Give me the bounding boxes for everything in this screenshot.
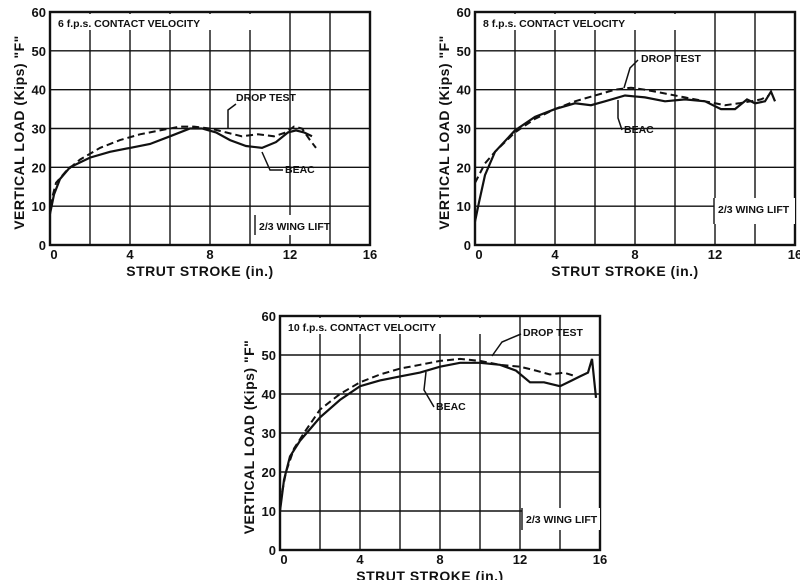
title-background (479, 14, 699, 30)
chart-6fps: 6 f.p.s. CONTACT VELOCITY 2/3 WING LIFT 0 4… (11, 5, 377, 279)
y-tick-label: 20 (262, 465, 276, 480)
y-tick-label: 10 (262, 504, 276, 519)
x-tick-label: 4 (126, 247, 134, 262)
series-line-drop-test (474, 86, 770, 184)
series-label-drop-test: DROP TEST (236, 92, 296, 104)
y-tick-label: 0 (39, 238, 46, 253)
y-tick-label: 40 (32, 83, 46, 98)
y-tick-label: 30 (262, 426, 276, 441)
series-label-beac: BEAC (624, 124, 654, 136)
x-tick-label: 4 (356, 552, 364, 567)
x-tick-label: 4 (551, 247, 559, 262)
wing-lift-annotation: 2/3 WING LIFT (259, 221, 331, 233)
leader-line (261, 151, 283, 171)
x-tick-label: 0 (50, 247, 57, 262)
series-line-drop-test (49, 125, 317, 207)
chart-title: 6 f.p.s. CONTACT VELOCITY (58, 18, 200, 30)
x-tick-label: 12 (513, 552, 527, 567)
plot-frame (278, 314, 602, 552)
y-tick-label: 50 (457, 44, 471, 59)
y-tick-label: 30 (32, 122, 46, 137)
y-tick-label: 60 (32, 5, 46, 20)
x-tick-label: 8 (206, 247, 213, 262)
series-line-beac (473, 89, 777, 222)
leader-line (617, 100, 623, 131)
wing-lift-box (714, 198, 795, 224)
series-label-beac: BEAC (436, 401, 466, 413)
y-tick-label: 50 (262, 348, 276, 363)
x-tick-label: 16 (593, 552, 607, 567)
series-line-drop-test (279, 357, 577, 504)
leader-line (423, 371, 435, 408)
y-axis-label: VERTICAL LOAD (Kips) "F" (241, 340, 257, 535)
y-tick-label: 60 (262, 309, 276, 324)
chart-8fps: 8 f.p.s. CONTACT VELOCITY 2/3 WING LIFT 0 4… (436, 5, 800, 279)
leader-line (491, 333, 522, 357)
x-tick-label: 0 (280, 552, 287, 567)
x-tick-label: 8 (631, 247, 638, 262)
x-tick-label: 16 (788, 247, 800, 262)
x-tick-label: 12 (283, 247, 297, 262)
x-tick-label: 8 (436, 552, 443, 567)
wing-lift-annotation: 2/3 WING LIFT (718, 204, 790, 216)
leader-line (623, 59, 639, 89)
y-tick-label: 10 (32, 199, 46, 214)
x-axis-label: STRUT STROKE (in.) (551, 263, 698, 279)
x-axis-label: STRUT STROKE (in.) (356, 568, 503, 580)
y-tick-label: 20 (457, 160, 471, 175)
wing-lift-box (255, 215, 292, 235)
y-tick-label: 40 (262, 387, 276, 402)
y-tick-label: 40 (457, 83, 471, 98)
y-tick-label: 60 (457, 5, 471, 20)
x-tick-label: 12 (708, 247, 722, 262)
wing-lift-annotation: 2/3 WING LIFT (526, 514, 598, 526)
series-label-drop-test: DROP TEST (523, 327, 583, 339)
y-tick-label: 30 (457, 122, 471, 137)
series-line-beac (278, 358, 598, 512)
y-tick-label: 10 (457, 199, 471, 214)
title-background (284, 318, 504, 334)
y-tick-label: 0 (269, 543, 276, 558)
chart-title: 10 f.p.s. CONTACT VELOCITY (288, 322, 436, 334)
series-label-beac: BEAC (285, 164, 315, 176)
x-axis-label: STRUT STROKE (in.) (126, 263, 273, 279)
y-axis-label: VERTICAL LOAD (Kips) "F" (11, 35, 27, 230)
plot-frame (48, 10, 372, 247)
leader-line (227, 103, 237, 128)
chart-10fps: 10 f.p.s. CONTACT VELOCITY 2/3 WING LIFT 0… (241, 309, 607, 580)
title-background (54, 14, 274, 30)
series-line-beac (48, 127, 313, 215)
series-label-drop-test: DROP TEST (641, 53, 701, 65)
chart-title: 8 f.p.s. CONTACT VELOCITY (483, 18, 625, 30)
y-axis-label: VERTICAL LOAD (Kips) "F" (436, 35, 452, 230)
x-tick-label: 0 (475, 247, 482, 262)
x-tick-label: 16 (363, 247, 377, 262)
plot-frame (473, 10, 797, 247)
y-tick-label: 0 (464, 238, 471, 253)
y-tick-label: 20 (32, 160, 46, 175)
wing-lift-box (522, 508, 600, 530)
y-tick-label: 50 (32, 44, 46, 59)
